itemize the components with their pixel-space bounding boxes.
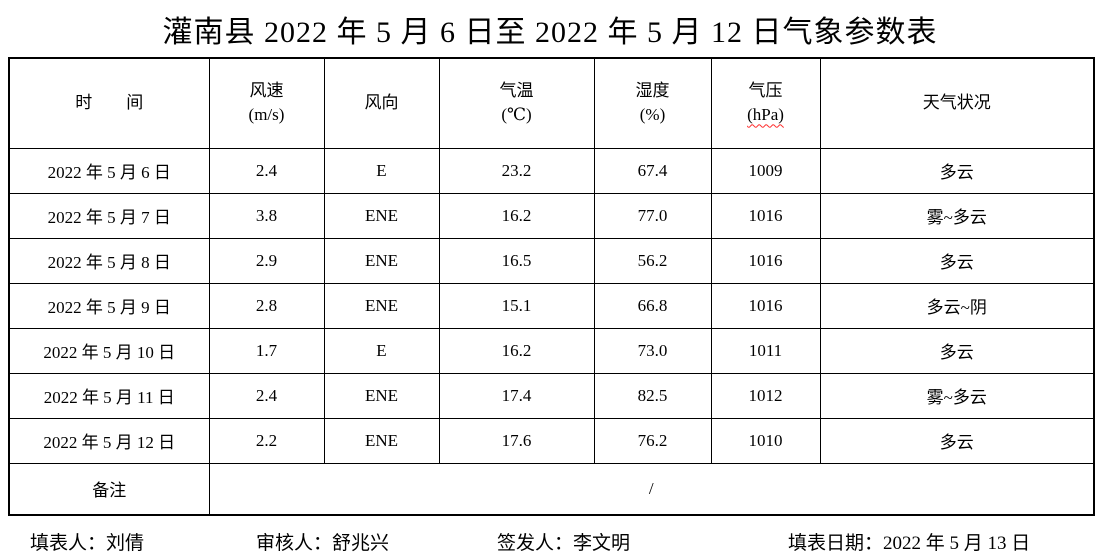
cell-pressure: 1012 (710, 372, 821, 419)
weather-parameters-table: 时 间 风速 (m/s) 风向 气温 (℃) 湿度 (%) (8, 57, 1095, 516)
cell-wind-speed: 2.4 (208, 372, 325, 419)
cell-date: 2022 年 5 月 12 日 (8, 417, 210, 464)
cell-pressure: 1009 (710, 147, 821, 194)
cell-date: 2022 年 5 月 8 日 (8, 237, 210, 284)
table-row: 2022 年 5 月 9 日 2.8 ENE 15.1 66.8 1016 多云… (8, 282, 1095, 329)
cell-wind-speed: 1.7 (208, 327, 325, 374)
form-issuer: 签发人：李文明 (497, 533, 631, 554)
cell-humidity: 76.2 (593, 417, 712, 464)
cell-pressure: 1016 (710, 192, 821, 239)
cell-humidity: 67.4 (593, 147, 712, 194)
table-row: 2022 年 5 月 8 日 2.9 ENE 16.5 56.2 1016 多云 (8, 237, 1095, 284)
remark-row: 备注 / (8, 462, 1095, 516)
header-humidity-unit: (%) (639, 105, 666, 125)
cell-pressure: 1016 (710, 237, 821, 284)
cell-temperature: 16.2 (438, 192, 595, 239)
header-wind-direction-label: 风向 (364, 92, 399, 112)
form-reviewer: 审核人：舒兆兴 (256, 533, 390, 554)
signature-footer: 填表人：刘倩 审核人：舒兆兴 签发人：李文明 填表日期：2022 年 5 月 1… (0, 528, 1100, 554)
cell-wind-direction: E (323, 147, 440, 194)
form-filler: 填表人：刘倩 (30, 533, 145, 554)
cell-wind-speed: 3.8 (208, 192, 325, 239)
cell-wind-speed: 2.4 (208, 147, 325, 194)
cell-humidity: 56.2 (593, 237, 712, 284)
table-header-row: 时 间 风速 (m/s) 风向 气温 (℃) 湿度 (%) (8, 57, 1095, 149)
cell-weather: 多云 (819, 417, 1095, 464)
cell-temperature: 15.1 (438, 282, 595, 329)
header-time: 时 间 (8, 57, 210, 149)
cell-weather: 多云 (819, 147, 1095, 194)
cell-temperature: 16.2 (438, 327, 595, 374)
cell-weather: 多云 (819, 327, 1095, 374)
header-pressure-label: 气压 (748, 80, 783, 100)
table-row: 2022 年 5 月 10 日 1.7 E 16.2 73.0 1011 多云 (8, 327, 1095, 374)
cell-humidity: 66.8 (593, 282, 712, 329)
form-date: 填表日期：2022 年 5 月 13 日 (788, 533, 1031, 554)
cell-date: 2022 年 5 月 11 日 (8, 372, 210, 419)
cell-pressure: 1016 (710, 282, 821, 329)
cell-wind-direction: ENE (323, 282, 440, 329)
cell-pressure: 1011 (710, 327, 821, 374)
header-pressure: 气压 (hPa) (710, 57, 821, 149)
header-humidity-label: 湿度 (635, 80, 670, 100)
cell-date: 2022 年 5 月 7 日 (8, 192, 210, 239)
page-title: 灌南县 2022 年 5 月 6 日至 2022 年 5 月 12 日气象参数表 (162, 16, 938, 49)
cell-weather: 多云~阴 (819, 282, 1095, 329)
cell-wind-direction: ENE (323, 237, 440, 284)
table-row: 2022 年 5 月 12 日 2.2 ENE 17.6 76.2 1010 多… (8, 417, 1095, 464)
table-row: 2022 年 5 月 6 日 2.4 E 23.2 67.4 1009 多云 (8, 147, 1095, 194)
header-wind-direction: 风向 (323, 57, 440, 149)
header-pressure-unit: (hPa) (747, 105, 784, 125)
header-wind-speed: 风速 (m/s) (208, 57, 325, 149)
cell-humidity: 73.0 (593, 327, 712, 374)
remark-label: 备注 (8, 462, 210, 516)
header-temperature: 气温 (℃) (438, 57, 595, 149)
cell-humidity: 82.5 (593, 372, 712, 419)
header-time-label: 时 间 (75, 92, 144, 112)
cell-wind-direction: ENE (323, 417, 440, 464)
cell-humidity: 77.0 (593, 192, 712, 239)
header-temperature-label: 气温 (499, 80, 534, 100)
cell-weather: 雾~多云 (819, 192, 1095, 239)
cell-wind-direction: ENE (323, 192, 440, 239)
cell-temperature: 17.6 (438, 417, 595, 464)
remark-value: / (208, 462, 1095, 516)
cell-date: 2022 年 5 月 10 日 (8, 327, 210, 374)
header-wind-speed-unit: (m/s) (248, 105, 285, 125)
cell-wind-speed: 2.2 (208, 417, 325, 464)
cell-date: 2022 年 5 月 9 日 (8, 282, 210, 329)
cell-wind-speed: 2.9 (208, 237, 325, 284)
cell-weather: 多云 (819, 237, 1095, 284)
cell-temperature: 16.5 (438, 237, 595, 284)
table-row: 2022 年 5 月 11 日 2.4 ENE 17.4 82.5 1012 雾… (8, 372, 1095, 419)
header-weather-condition: 天气状况 (819, 57, 1095, 149)
header-weather-condition-label: 天气状况 (922, 92, 991, 112)
cell-temperature: 17.4 (438, 372, 595, 419)
header-wind-speed-label: 风速 (249, 80, 284, 100)
cell-wind-speed: 2.8 (208, 282, 325, 329)
document-page: 灌南县 2022 年 5 月 6 日至 2022 年 5 月 12 日气象参数表… (0, 7, 1100, 554)
cell-temperature: 23.2 (438, 147, 595, 194)
cell-wind-direction: ENE (323, 372, 440, 419)
header-humidity: 湿度 (%) (593, 57, 712, 149)
cell-wind-direction: E (323, 327, 440, 374)
header-temperature-unit: (℃) (501, 105, 532, 125)
cell-pressure: 1010 (710, 417, 821, 464)
cell-weather: 雾~多云 (819, 372, 1095, 419)
table-row: 2022 年 5 月 7 日 3.8 ENE 16.2 77.0 1016 雾~… (8, 192, 1095, 239)
cell-date: 2022 年 5 月 6 日 (8, 147, 210, 194)
